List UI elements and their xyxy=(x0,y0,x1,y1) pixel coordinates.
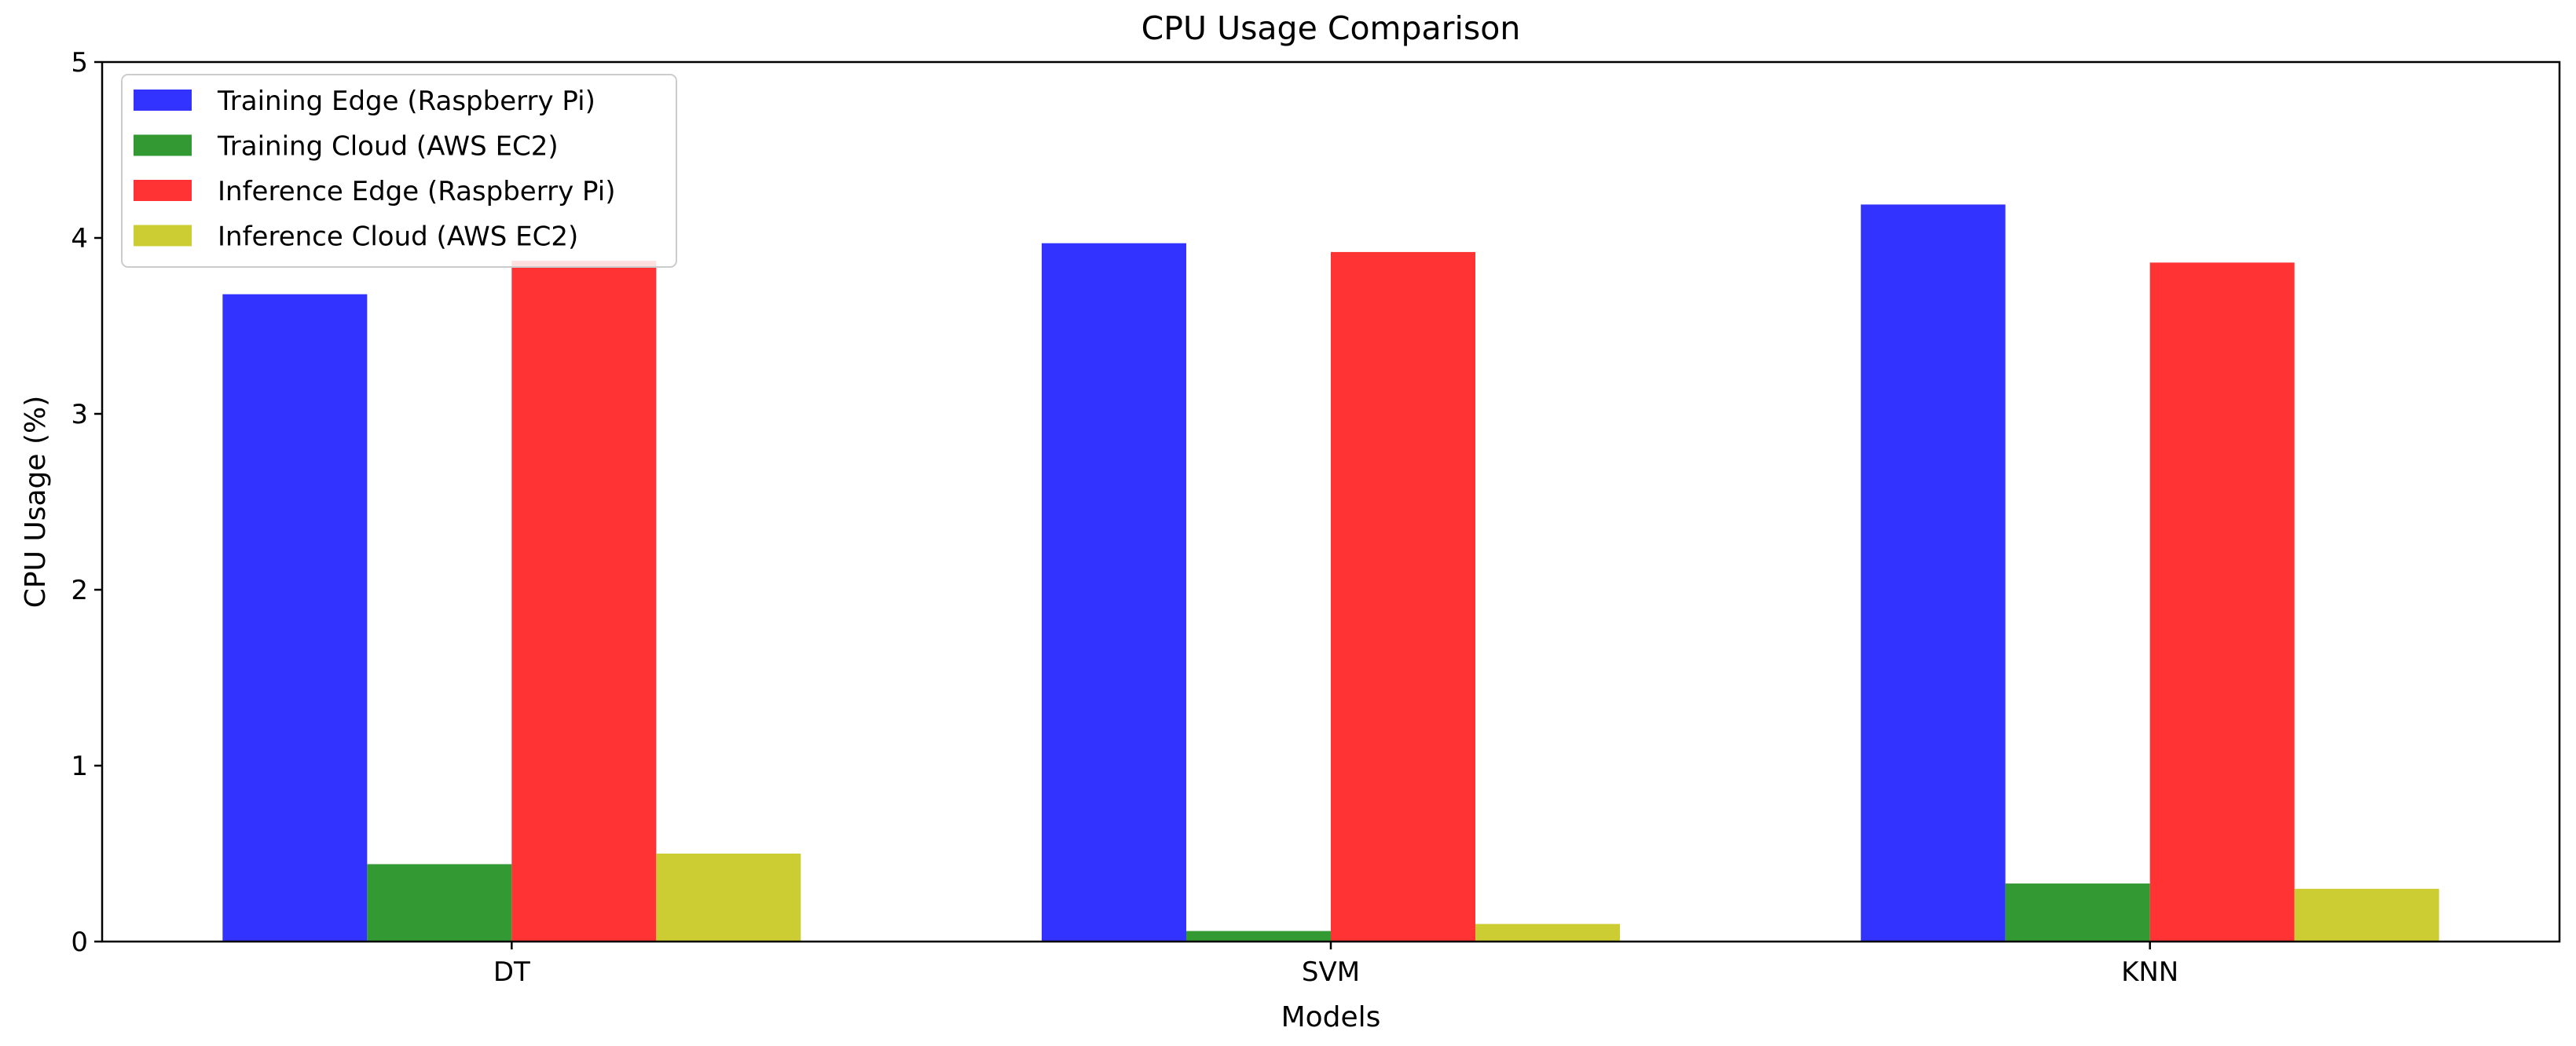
bar-dt-series-1 xyxy=(222,294,368,942)
x-axis-label: Models xyxy=(1281,1001,1381,1033)
bar-knn-series-1 xyxy=(1860,204,2006,942)
x-axis-ticks: DT SVM KNN xyxy=(493,942,2178,988)
chart-title: CPU Usage Comparison xyxy=(1141,9,1521,47)
legend-entries: Training Edge (Raspberry Pi) Training Clo… xyxy=(134,86,615,253)
legend-label: Inference Cloud (AWS EC2) xyxy=(218,221,578,253)
bar-svm-series-4 xyxy=(1475,923,1620,942)
legend-label: Training Edge (Raspberry Pi) xyxy=(217,86,595,117)
x-tick-label: DT xyxy=(493,956,530,988)
y-tick-label: 1 xyxy=(71,751,88,782)
legend-label: Inference Edge (Raspberry Pi) xyxy=(218,176,615,207)
y-tick-label: 0 xyxy=(71,927,88,958)
bar-svm-series-3 xyxy=(1331,251,1475,942)
y-tick-label: 3 xyxy=(71,399,88,430)
bar-knn-series-2 xyxy=(2005,883,2150,942)
y-tick-label: 4 xyxy=(71,223,88,254)
bar-dt-series-2 xyxy=(367,864,512,942)
y-tick-label: 5 xyxy=(71,47,88,79)
bar-knn-series-4 xyxy=(2294,888,2439,942)
bar-svm-series-1 xyxy=(1042,243,1186,942)
bar-knn-series-3 xyxy=(2149,262,2295,942)
legend-label: Training Cloud (AWS EC2) xyxy=(217,131,559,163)
bar-dt-series-4 xyxy=(656,854,801,942)
bars xyxy=(222,204,2439,942)
bar-dt-series-3 xyxy=(511,261,657,942)
y-axis-label: CPU Usage (%) xyxy=(20,396,52,609)
legend-swatch xyxy=(134,225,192,247)
y-axis-ticks: 0 1 2 3 4 5 xyxy=(71,47,102,958)
legend-swatch xyxy=(134,180,192,201)
legend-box xyxy=(121,74,677,268)
y-tick-label: 2 xyxy=(71,575,88,606)
bar-svm-series-2 xyxy=(1186,931,1331,942)
legend-swatch xyxy=(134,134,192,156)
legend: Training Edge (Raspberry Pi) Training Clo… xyxy=(121,74,677,268)
x-tick-label: KNN xyxy=(2121,956,2178,988)
legend-swatch xyxy=(134,90,192,111)
plot-frame xyxy=(101,60,2561,943)
x-tick-label: SVM xyxy=(1302,956,1360,988)
